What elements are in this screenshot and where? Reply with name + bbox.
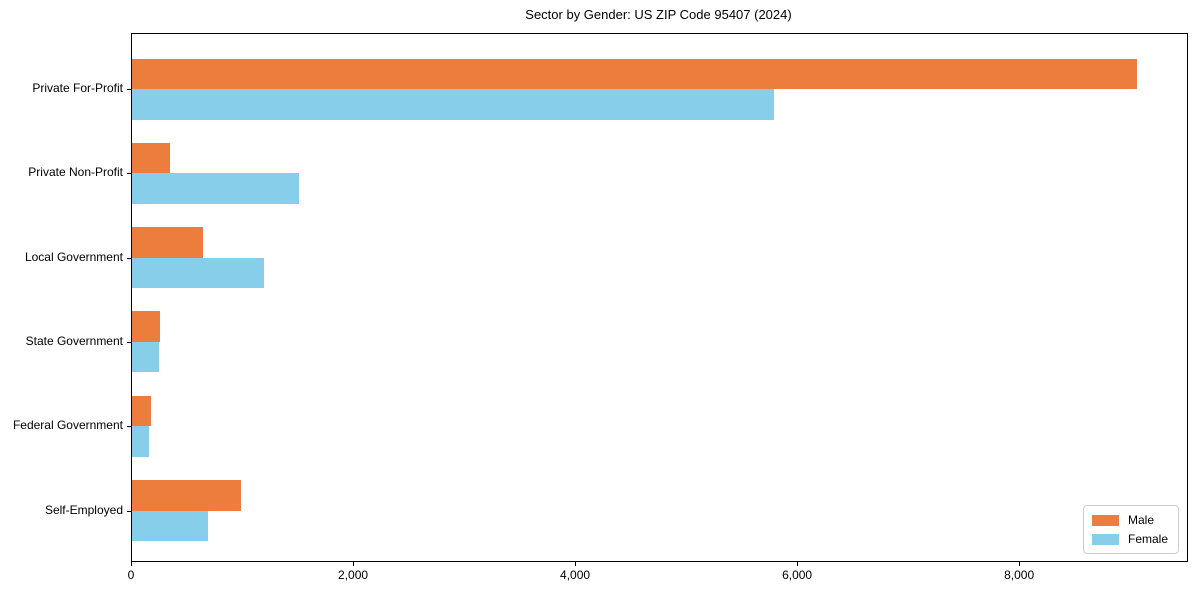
category-label-private-non-profit: Private Non-Profit (28, 165, 123, 180)
x-tick-label: 8,000 (1004, 568, 1035, 582)
x-tick-8000 (1019, 562, 1021, 566)
x-tick-0 (131, 562, 132, 566)
female-bar-private-non-profit (132, 173, 300, 204)
legend-swatch-female (1091, 533, 1119, 545)
male-bar-state-government (132, 311, 160, 342)
female-bar-federal-government (132, 426, 150, 457)
legend: Male Female (1082, 505, 1179, 554)
category-label-local-government: Local Government (24, 249, 123, 264)
female-bar-state-government (132, 341, 159, 373)
x-tick-label: 4,000 (560, 568, 591, 582)
male-bar-private-non-profit (132, 142, 170, 174)
category-label-state-government: State Government (25, 333, 123, 348)
legend-item-male: Male (1091, 513, 1168, 527)
category-label-federal-government: Federal Government (12, 418, 123, 433)
y-tick-state-government (127, 341, 131, 343)
plot-area: Male Female (127, 33, 1188, 562)
x-tick-6000 (797, 562, 799, 566)
female-bar-self-employed (132, 510, 208, 541)
male-bar-self-employed (132, 480, 241, 511)
legend-label: Male (1127, 513, 1154, 527)
category-label-private-for-profit: Private For-Profit (32, 81, 123, 95)
y-tick-private-for-profit (127, 89, 131, 90)
legend-swatch-male (1091, 514, 1119, 526)
y-tick-local-government (127, 257, 131, 259)
x-tick-4000 (575, 562, 577, 566)
male-bar-federal-government (132, 395, 151, 427)
chart-title: Sector by Gender: US ZIP Code 95407 (202… (525, 7, 792, 22)
y-tick-private-non-profit (127, 173, 131, 175)
legend-item-female: Female (1091, 532, 1168, 546)
female-bar-local-government (132, 257, 265, 289)
x-tick-label: 0 (127, 568, 135, 582)
y-tick-self-employed (127, 510, 131, 512)
legend-label: Female (1127, 532, 1168, 546)
female-bar-private-for-profit (132, 89, 775, 120)
y-tick-federal-government (127, 426, 131, 428)
x-tick-2000 (353, 562, 355, 566)
x-tick-label: 6,000 (782, 568, 813, 582)
male-bar-private-for-profit (132, 58, 1137, 89)
category-label-self-employed: Self-Employed (44, 502, 123, 517)
x-tick-label: 2,000 (338, 568, 369, 582)
male-bar-local-government (132, 227, 204, 258)
